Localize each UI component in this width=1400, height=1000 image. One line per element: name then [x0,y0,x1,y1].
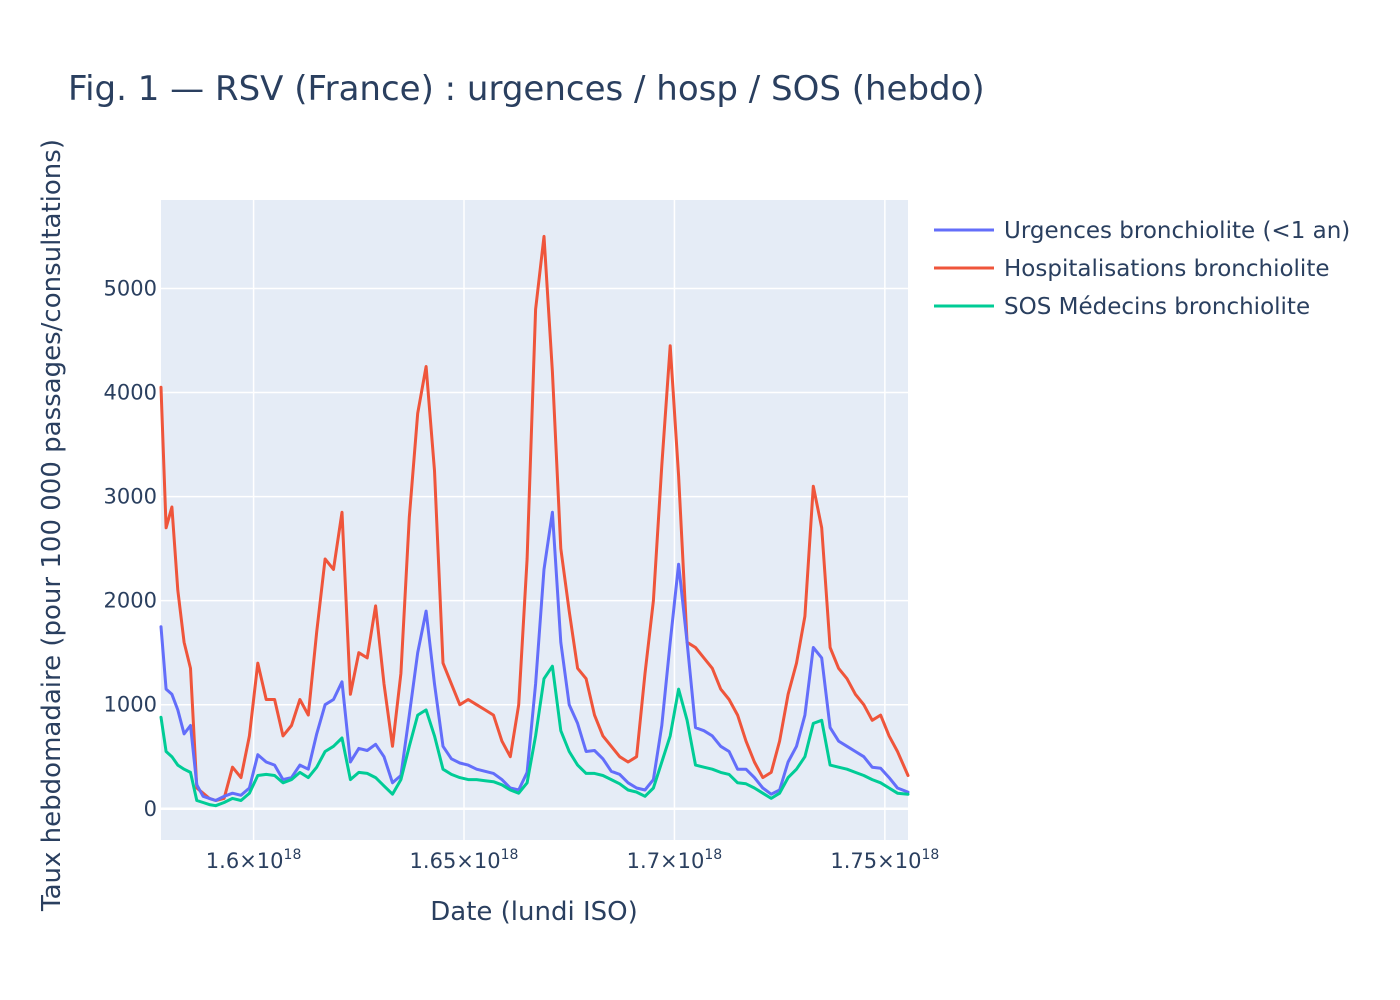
legend: Urgences bronchiolite (<1 an) Hospitalisa… [934,218,1350,320]
x-tick-label: 1.75×1018 [830,847,939,873]
x-tick-label-base: 1.7×10 [627,849,705,873]
y-tick-label: 2000 [104,589,157,613]
y-tick-label: 4000 [104,381,157,405]
x-tick-label-base: 1.65×10 [410,849,501,873]
x-tick-label: 1.6×1018 [206,847,302,873]
y-axis-ticks: 0 1000 2000 3000 4000 5000 [104,276,157,820]
x-axis-title: Date (lundi ISO) [430,897,638,927]
y-tick-label: 5000 [104,276,157,300]
x-tick-label-base: 1.6×10 [206,849,284,873]
y-tick-label: 3000 [104,485,157,509]
x-tick-label-exponent: 18 [921,847,939,863]
chart-title: Fig. 1 — RSV (France) : urgences / hosp … [68,69,985,109]
y-tick-label: 1000 [104,693,157,717]
x-tick-label: 1.7×1018 [627,847,723,873]
series-lines [159,234,910,808]
legend-label-2: SOS Médecins bronchiolite [1004,294,1310,320]
x-tick-label-exponent: 18 [284,847,302,863]
x-tick-label-base: 1.75×10 [830,849,921,873]
legend-label-0: Urgences bronchiolite (<1 an) [1004,218,1350,244]
x-axis-ticks: 1.6×1018 1.65×1018 1.7×1018 1.75×1018 [206,847,939,873]
x-tick-label: 1.65×1018 [410,847,519,873]
x-tick-label-exponent: 18 [501,847,519,863]
x-tick-label-exponent: 18 [704,847,722,863]
series-line-0 [159,510,910,802]
y-axis-title: Taux hebdomadaire (pour 100 000 passages… [37,139,67,912]
series-line-2 [159,664,910,808]
y-tick-label: 0 [144,797,157,821]
series-line-1 [159,234,910,802]
legend-label-1: Hospitalisations bronchiolite [1004,256,1330,282]
